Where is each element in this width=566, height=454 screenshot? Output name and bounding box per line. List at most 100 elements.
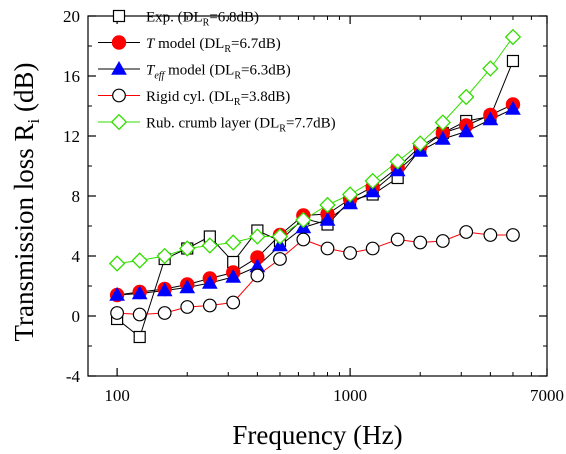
series-2-point (156, 282, 173, 297)
legend-label-text: Rigid cyl. (DL (146, 89, 234, 105)
y-tick-label: 4 (72, 247, 81, 266)
legend-label-symbol-sub: eff (154, 71, 165, 82)
series-4-point (319, 196, 336, 214)
series-0-point (133, 330, 146, 344)
legend-label-symbol: T (146, 63, 156, 79)
x-axis-title: Frequency (Hz) (232, 420, 402, 450)
series-3-point (483, 228, 498, 242)
legend-label-text: Rub. crumb layer (DL (146, 116, 279, 132)
y-tick-label: 0 (72, 307, 81, 326)
legend-label: Rigid cyl. (DLR=3.8dB) (146, 89, 290, 108)
y-axis: -4 0 4 8 12 16 20 (63, 7, 547, 386)
series-3-point (459, 225, 474, 239)
series-4-point (295, 211, 312, 229)
series-lines (116, 36, 514, 338)
legend: Exp. (DLR=6.8dB)T model (DLR=6.7dB)Teff … (98, 10, 336, 135)
series-0-point (506, 54, 520, 68)
legend-marker (112, 88, 126, 103)
legend-label-subscript: R (234, 97, 241, 108)
series-4-point (108, 255, 126, 272)
series-3-point (413, 235, 428, 250)
series-3-point (132, 307, 147, 322)
legend-label-subscript: R (234, 71, 241, 82)
legend-marker (110, 113, 128, 131)
series-4-point (201, 237, 219, 254)
series-3-point (226, 295, 241, 310)
series-4-point (389, 153, 406, 170)
series-2-point (364, 183, 381, 198)
y-title-unit: (dB) (9, 62, 39, 118)
legend-label-value: =6.3dB) (241, 63, 291, 79)
legend-label: Exp. (DLR=6.8dB) (146, 10, 259, 29)
series-4-point (412, 135, 429, 152)
series-2-point (225, 268, 242, 283)
series-3-point (390, 232, 405, 247)
x-axis: 100 1000 7000 (104, 16, 564, 405)
legend-label-subscript: R (279, 124, 286, 135)
legend-label-text: Exp. (DL (146, 10, 203, 26)
series-3-point (202, 298, 217, 313)
series-2-point (201, 274, 218, 289)
series-4-point (457, 88, 475, 106)
series-3-point (435, 234, 450, 248)
series-3-point (157, 306, 172, 320)
series-line-1 (117, 104, 514, 296)
x-tick-label: 7000 (530, 386, 564, 405)
x-tick-label: 1000 (333, 386, 367, 405)
legend-label-subscript: R (224, 44, 231, 55)
series-3-point (365, 241, 380, 256)
legend-label-value: =6.8dB) (209, 10, 259, 26)
legend-marker (111, 35, 127, 50)
y-title-main: Transmission loss R (9, 123, 39, 341)
legend-label-value: =6.7dB) (231, 36, 281, 52)
legend-label-text: model (DL (164, 63, 234, 79)
y-tick-label: 8 (72, 187, 81, 206)
series-4-point (156, 247, 173, 265)
legend-label: Rub. crumb layer (DLR=7.7dB) (146, 116, 336, 135)
series-2-point (109, 286, 125, 301)
series-2-point (482, 111, 499, 126)
series-4-point (224, 234, 242, 251)
series-markers (108, 28, 522, 344)
series-4-point (249, 228, 266, 245)
y-axis-title: Transmission loss Ri (dB) (9, 62, 43, 341)
series-4-point (341, 186, 359, 203)
series-4-point (504, 28, 522, 46)
series-4-point (482, 60, 499, 77)
legend-label: Teff model (DLR=6.3dB) (146, 63, 291, 82)
series-3-point (273, 252, 287, 266)
series-3-point (180, 300, 195, 314)
y-title-subscript: i (24, 118, 43, 123)
series-2-point (179, 279, 196, 294)
series-3-point (506, 228, 520, 242)
series-3-point (343, 246, 358, 260)
y-tick-label: 16 (63, 67, 80, 86)
series-4-point (364, 172, 381, 190)
x-tick-label: 100 (104, 386, 130, 405)
series-2-point (434, 130, 451, 145)
legend-label-subscript: R (203, 18, 210, 29)
series-3-point (320, 241, 335, 256)
series-4-point (271, 228, 289, 245)
legend-label-value: =3.8dB) (241, 89, 291, 105)
y-tick-label: 12 (63, 127, 80, 146)
series-3-point (296, 232, 311, 247)
series-3-point (110, 306, 125, 320)
series-4-point (179, 240, 196, 257)
legend-label-symbol: T (146, 36, 156, 52)
legend-label-value: =7.7dB) (286, 116, 336, 132)
legend-marker (111, 60, 127, 75)
series-2-point (505, 100, 521, 115)
series-2-point (319, 211, 336, 226)
series-2-point (131, 285, 148, 300)
legend-label: T model (DLR=6.7dB) (146, 36, 281, 55)
legend-label-text: model (DL (154, 36, 224, 52)
y-tick-label: 20 (63, 7, 80, 26)
series-line-3 (117, 231, 513, 316)
series-3-point (250, 268, 265, 283)
series-4-point (434, 114, 452, 131)
y-tick-label: -4 (66, 367, 81, 386)
legend-marker (112, 9, 126, 23)
series-line-2 (117, 108, 514, 296)
